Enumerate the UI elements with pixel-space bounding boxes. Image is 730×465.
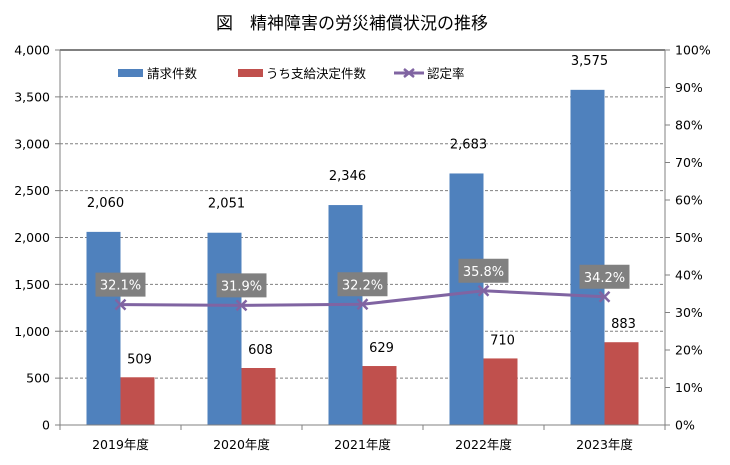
- chart-title: 図 精神障害の労災補償状況の推移: [216, 14, 488, 34]
- data-label-rate: 35.8%: [463, 265, 504, 280]
- legend-x-marker-icon: [403, 68, 415, 78]
- rate-x-marker: [114, 298, 127, 311]
- left-axis-tick-label: 3,000: [14, 136, 50, 151]
- right-axis-tick-label: 40%: [675, 268, 703, 283]
- left-axis-tick-label: 500: [26, 371, 50, 386]
- rate-line: [114, 284, 611, 312]
- bar-approved: [483, 358, 518, 425]
- bar-claims: [328, 205, 363, 425]
- legend-swatch-claims: [118, 69, 143, 77]
- bar-approved: [604, 342, 639, 425]
- left-axis-tick-label: 0: [42, 418, 50, 433]
- data-label-rate: 32.1%: [100, 279, 141, 294]
- rate-label-box: [95, 272, 146, 297]
- data-label-approved: 608: [248, 343, 273, 358]
- right-axis-tick-label: 90%: [675, 80, 703, 95]
- right-axis-tick-label: 50%: [675, 230, 703, 245]
- rate-label-box: [337, 272, 388, 297]
- rate-label-box: [216, 273, 267, 298]
- data-label-rate: 32.2%: [342, 278, 383, 293]
- data-label-approved: 883: [611, 317, 636, 332]
- bar-claims: [570, 89, 605, 425]
- right-axis-tick-label: 80%: [675, 118, 703, 133]
- bar-approved: [362, 366, 397, 425]
- right-axis-tick-label: 0%: [675, 418, 695, 433]
- right-axis-tick-label: 70%: [675, 155, 703, 170]
- x-axis-category-label: 2022年度: [455, 437, 512, 452]
- left-axis-tick-label: 3,500: [14, 89, 50, 104]
- data-label-approved: 509: [127, 352, 152, 367]
- x-axis-category-label: 2023年度: [576, 437, 633, 452]
- legend-label-approved: うち支給決定件数: [266, 66, 367, 81]
- left-axis-tick-label: 2,000: [14, 230, 50, 245]
- rate-x-marker: [598, 290, 611, 303]
- left-axis-tick-label: 1,500: [14, 277, 50, 292]
- rate-x-marker: [235, 299, 248, 312]
- left-axis-tick-label: 2,500: [14, 183, 50, 198]
- bar-approved: [241, 368, 276, 425]
- bar-claims: [207, 232, 242, 425]
- bar-claims: [449, 173, 484, 425]
- x-axis-category-label: 2019年度: [92, 437, 149, 452]
- data-labels: 2,060 509 2,051 608 2,346 629 2,683 710 3,575 883…: [87, 54, 636, 367]
- data-label-approved: 629: [369, 341, 394, 356]
- bar-claims: [86, 231, 121, 425]
- axes: 0 500 1,000 1,500 2,000 2,500 3,000 3,500 4,000 0…: [14, 43, 711, 453]
- rate-label-box: [579, 264, 630, 289]
- bar-approved: [120, 377, 155, 425]
- right-axis-tick-label: 30%: [675, 305, 703, 320]
- x-axis-category-label: 2021年度: [334, 437, 391, 452]
- legend-label-rate: 認定率: [427, 66, 465, 81]
- data-label-claims: 2,346: [329, 169, 366, 184]
- data-label-claims: 2,683: [450, 137, 487, 152]
- right-axis-tick-label: 100%: [675, 43, 711, 58]
- rate-x-marker: [356, 298, 369, 311]
- left-axis-tick-label: 1,000: [14, 324, 50, 339]
- data-label-approved: 710: [490, 333, 515, 348]
- legend-label-claims: 請求件数: [147, 66, 198, 81]
- right-axis-tick-label: 10%: [675, 380, 703, 395]
- data-label-claims: 3,575: [571, 54, 608, 69]
- data-label-claims: 2,051: [208, 197, 245, 212]
- left-axis-tick-label: 4,000: [14, 43, 50, 58]
- legend-swatch-approved: [238, 69, 263, 77]
- right-axis-tick-label: 60%: [675, 193, 703, 208]
- bars: [86, 89, 639, 425]
- rate-x-marker: [477, 284, 490, 297]
- right-axis-tick-label: 20%: [675, 343, 703, 358]
- rate-label-box: [458, 258, 509, 283]
- legend: 請求件数 うち支給決定件数 認定率: [118, 66, 465, 81]
- data-label-claims: 2,060: [87, 196, 124, 211]
- data-label-rate: 31.9%: [221, 279, 262, 294]
- data-label-rate: 34.2%: [584, 271, 625, 286]
- x-axis-category-label: 2020年度: [213, 437, 270, 452]
